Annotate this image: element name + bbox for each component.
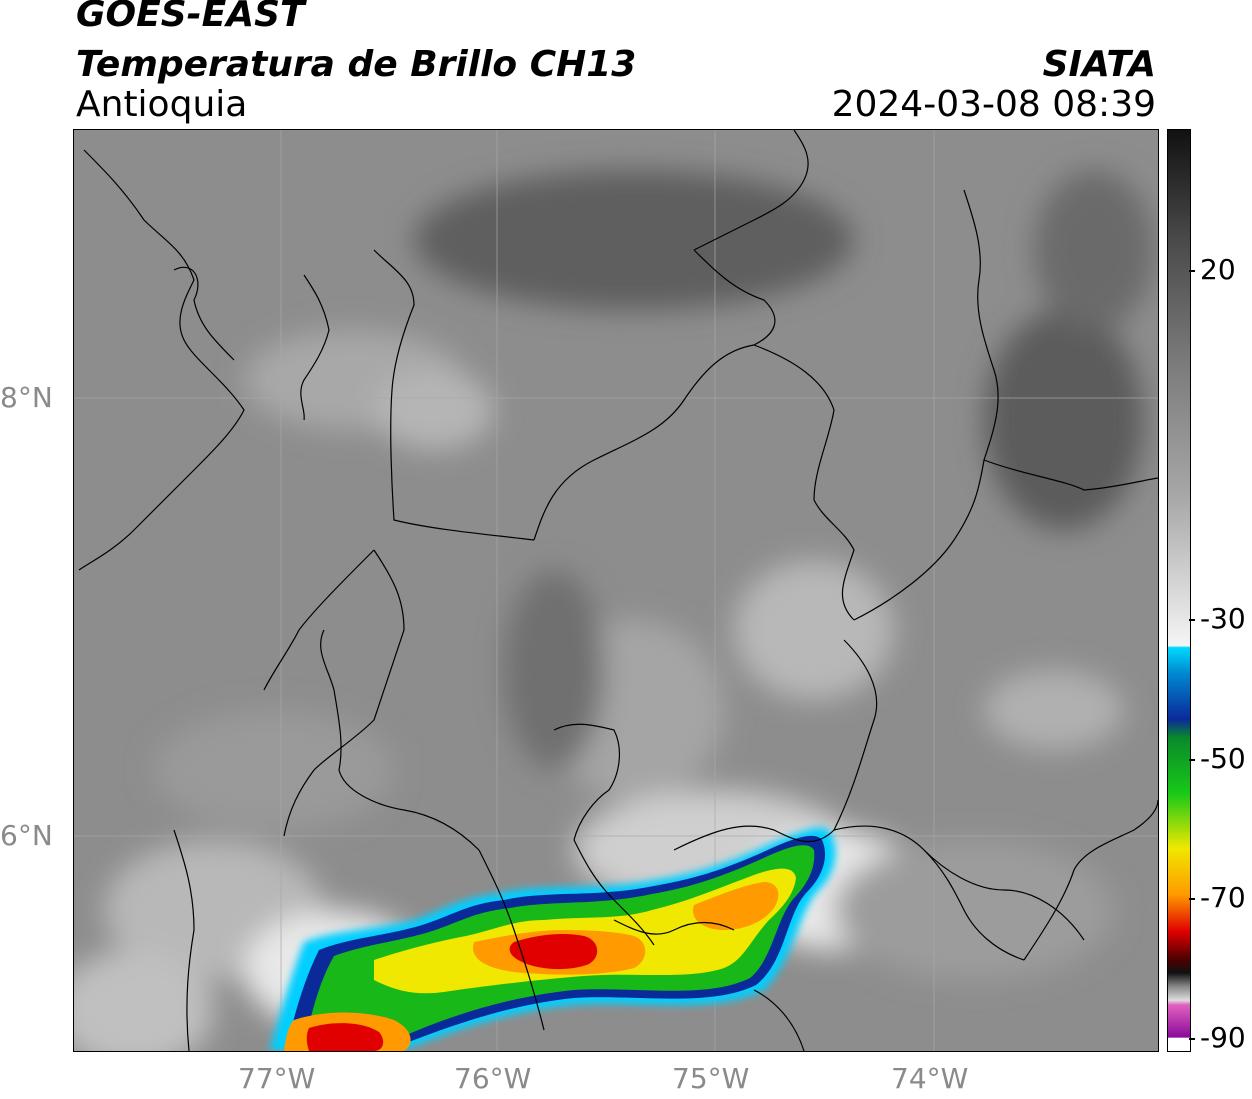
colorbar-tick bbox=[1189, 1038, 1195, 1040]
lon-label-77w: 77°W bbox=[238, 1062, 316, 1095]
datetime-label: 2024-03-08 08:39 bbox=[831, 84, 1156, 125]
colorbar-label-20: 20 bbox=[1200, 253, 1236, 286]
region-label: Antioquia bbox=[76, 84, 248, 125]
lon-label-75w: 75°W bbox=[672, 1062, 750, 1095]
temperature-colorbar bbox=[1167, 129, 1191, 1052]
colorbar-gradient bbox=[1168, 130, 1190, 1051]
map-canvas bbox=[74, 130, 1158, 1051]
colorbar-label-minus90: -90 bbox=[1200, 1021, 1246, 1054]
colorbar-label-minus50: -50 bbox=[1200, 742, 1246, 775]
colorbar-label-minus30: -30 bbox=[1200, 602, 1246, 635]
boundaries bbox=[78, 130, 1158, 1051]
lat-label-8n: 8°N bbox=[0, 381, 53, 414]
lon-label-74w: 74°W bbox=[891, 1062, 969, 1095]
agency-label: SIATA bbox=[1042, 44, 1156, 85]
colorbar-label-minus70: -70 bbox=[1200, 881, 1246, 914]
satellite-title: GOES-EAST bbox=[76, 0, 305, 35]
product-title: Temperatura de Brillo CH13 bbox=[76, 44, 637, 85]
satellite-map bbox=[73, 129, 1159, 1052]
convective-system bbox=[269, 827, 836, 1051]
colorbar-tick bbox=[1189, 898, 1195, 900]
colorbar-tick bbox=[1189, 759, 1195, 761]
lon-label-76w: 76°W bbox=[454, 1062, 532, 1095]
colorbar-tick bbox=[1189, 619, 1195, 621]
lat-label-6n: 6°N bbox=[0, 819, 53, 852]
colorbar-tick bbox=[1189, 270, 1195, 272]
